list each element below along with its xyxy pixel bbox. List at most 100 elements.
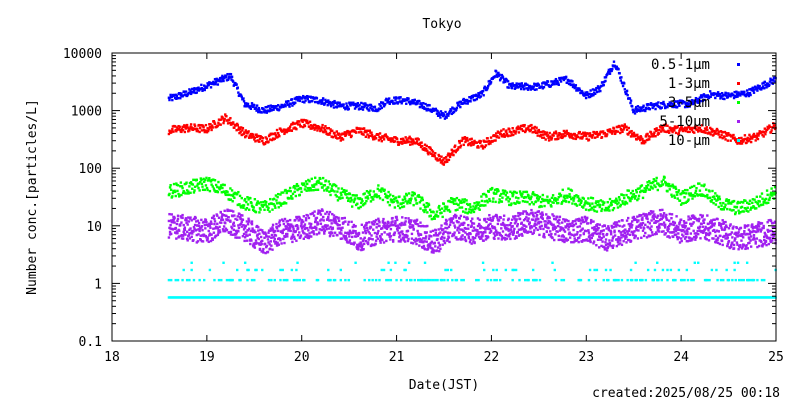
data-point <box>402 239 406 242</box>
data-point <box>607 245 610 248</box>
data-point <box>327 180 331 183</box>
data-point <box>366 107 369 111</box>
data-point <box>240 133 243 137</box>
data-point <box>307 229 310 232</box>
data-point <box>394 222 397 225</box>
data-point <box>736 94 740 97</box>
data-point <box>567 228 570 231</box>
data-point <box>666 105 669 109</box>
data-point <box>455 236 458 239</box>
data-point <box>253 243 256 247</box>
data-point <box>287 229 290 232</box>
data-point <box>288 226 292 229</box>
data-point <box>591 234 595 237</box>
data-point <box>283 217 287 221</box>
data-point <box>315 216 319 220</box>
data-point <box>394 219 397 223</box>
data-point <box>419 225 423 228</box>
data-point <box>580 228 583 232</box>
data-point <box>171 191 175 195</box>
data-point <box>596 203 599 207</box>
data-point <box>539 133 543 137</box>
data-point <box>217 78 221 81</box>
data-point <box>671 235 675 239</box>
data-point <box>603 131 607 135</box>
data-point <box>535 131 539 135</box>
data-point <box>699 99 702 103</box>
data-point <box>633 112 637 115</box>
data-point <box>331 212 334 216</box>
data-point <box>527 194 530 197</box>
data-point <box>264 203 267 206</box>
data-point <box>454 150 457 154</box>
data-point <box>752 132 756 136</box>
data-point <box>467 235 471 238</box>
data-point <box>451 197 454 200</box>
data-point <box>195 178 199 182</box>
data-point <box>732 199 736 203</box>
data-point <box>399 96 402 99</box>
data-point <box>672 223 675 227</box>
data-point <box>218 230 222 234</box>
data-point <box>645 236 649 239</box>
data-point <box>244 129 247 132</box>
data-point <box>769 77 772 80</box>
data-point <box>673 196 677 199</box>
data-point <box>566 238 570 242</box>
data-point <box>769 191 773 195</box>
data-point <box>489 230 493 233</box>
data-point <box>570 197 573 201</box>
data-point <box>315 183 318 186</box>
data-point <box>670 127 674 130</box>
data-point <box>468 95 471 99</box>
data-point <box>533 193 537 197</box>
data-point <box>578 225 582 228</box>
data-point <box>340 229 343 232</box>
data-point <box>396 201 399 204</box>
data-point <box>316 222 320 225</box>
data-point <box>613 229 616 232</box>
data-point <box>547 136 550 140</box>
data-point <box>303 124 307 128</box>
data-point <box>279 106 283 109</box>
data-point <box>623 82 626 85</box>
data-point <box>628 196 631 200</box>
data-point <box>654 107 657 111</box>
data-point <box>522 190 525 194</box>
data-point <box>621 84 625 88</box>
data-point <box>352 101 355 104</box>
data-point <box>236 124 239 127</box>
data-point <box>652 133 656 136</box>
data-point <box>325 227 328 231</box>
data-point <box>391 216 394 220</box>
data-point <box>407 199 410 203</box>
data-point <box>477 207 480 210</box>
data-point <box>168 212 171 216</box>
data-point <box>451 151 454 154</box>
data-point <box>595 210 599 213</box>
data-point <box>524 229 527 232</box>
data-point <box>722 131 725 134</box>
data-point <box>369 106 372 110</box>
data-point <box>525 211 529 215</box>
data-point <box>449 108 452 111</box>
data-point <box>179 185 182 188</box>
data-point <box>557 137 560 141</box>
data-point <box>347 220 350 224</box>
data-point <box>530 123 533 127</box>
data-point <box>574 134 577 137</box>
data-point <box>377 184 380 187</box>
data-point <box>559 228 563 231</box>
data-point <box>620 236 623 239</box>
data-point <box>199 180 202 184</box>
data-point <box>247 136 251 139</box>
data-point <box>481 147 485 150</box>
data-point <box>609 233 613 236</box>
data-point <box>203 223 206 227</box>
data-point <box>579 201 583 205</box>
data-point <box>494 200 497 204</box>
data-point <box>557 195 560 199</box>
data-point <box>221 213 224 216</box>
data-point <box>364 102 367 105</box>
